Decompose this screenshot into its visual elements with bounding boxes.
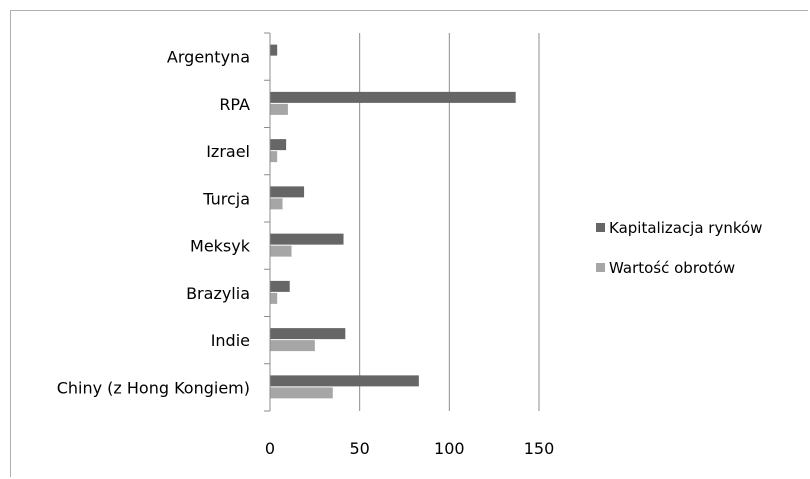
x-tick-label-0: 0: [265, 439, 275, 458]
bar-obroty-5: [270, 292, 278, 304]
category-labels: Argentyna RPA Izrael Turcja Meksyk Brazylia In…: [57, 48, 251, 398]
x-tick-label-150: 150: [524, 439, 555, 458]
bar-kapitalizacja-1: [270, 91, 516, 103]
category-label-4: Meksyk: [190, 237, 251, 256]
bar-obroty-4: [270, 245, 292, 257]
tick-labels: 0 50 100 150: [265, 439, 554, 458]
bar-kapitalizacja-7: [270, 375, 419, 387]
bar-kapitalizacja-3: [270, 186, 305, 198]
category-label-0: Argentyna: [167, 48, 250, 67]
legend-swatch-0: [596, 223, 605, 232]
bar-obroty-1: [270, 103, 288, 115]
bar-kapitalizacja-0: [270, 44, 278, 56]
bar-obroty-3: [270, 198, 283, 210]
chart-frame: [10, 10, 808, 477]
category-label-7: Chiny (z Hong Kongiem): [57, 378, 250, 397]
category-label-5: Brazylia: [186, 284, 250, 303]
legend-label-1: Wartość obrotów: [609, 259, 735, 277]
bar-obroty-7: [270, 387, 333, 399]
bar-kapitalizacja-6: [270, 328, 346, 340]
category-label-1: RPA: [219, 95, 250, 114]
bar-obroty-6: [270, 340, 315, 352]
category-label-2: Izrael: [206, 142, 250, 161]
legend: Kapitalizacja rynków Wartość obrotów: [596, 219, 762, 277]
bars: [270, 44, 516, 399]
bar-obroty-2: [270, 151, 278, 163]
bar-kapitalizacja-4: [270, 233, 344, 245]
category-label-3: Turcja: [202, 189, 250, 208]
gridlines: [359, 33, 540, 411]
axes: [264, 32, 271, 412]
legend-label-0: Kapitalizacja rynków: [609, 219, 762, 237]
bar-kapitalizacja-5: [270, 280, 290, 292]
x-tick-label-100: 100: [434, 439, 465, 458]
legend-swatch-1: [596, 263, 605, 272]
category-label-6: Indie: [211, 331, 250, 350]
bar-kapitalizacja-2: [270, 139, 287, 151]
x-tick-label-50: 50: [349, 439, 369, 458]
